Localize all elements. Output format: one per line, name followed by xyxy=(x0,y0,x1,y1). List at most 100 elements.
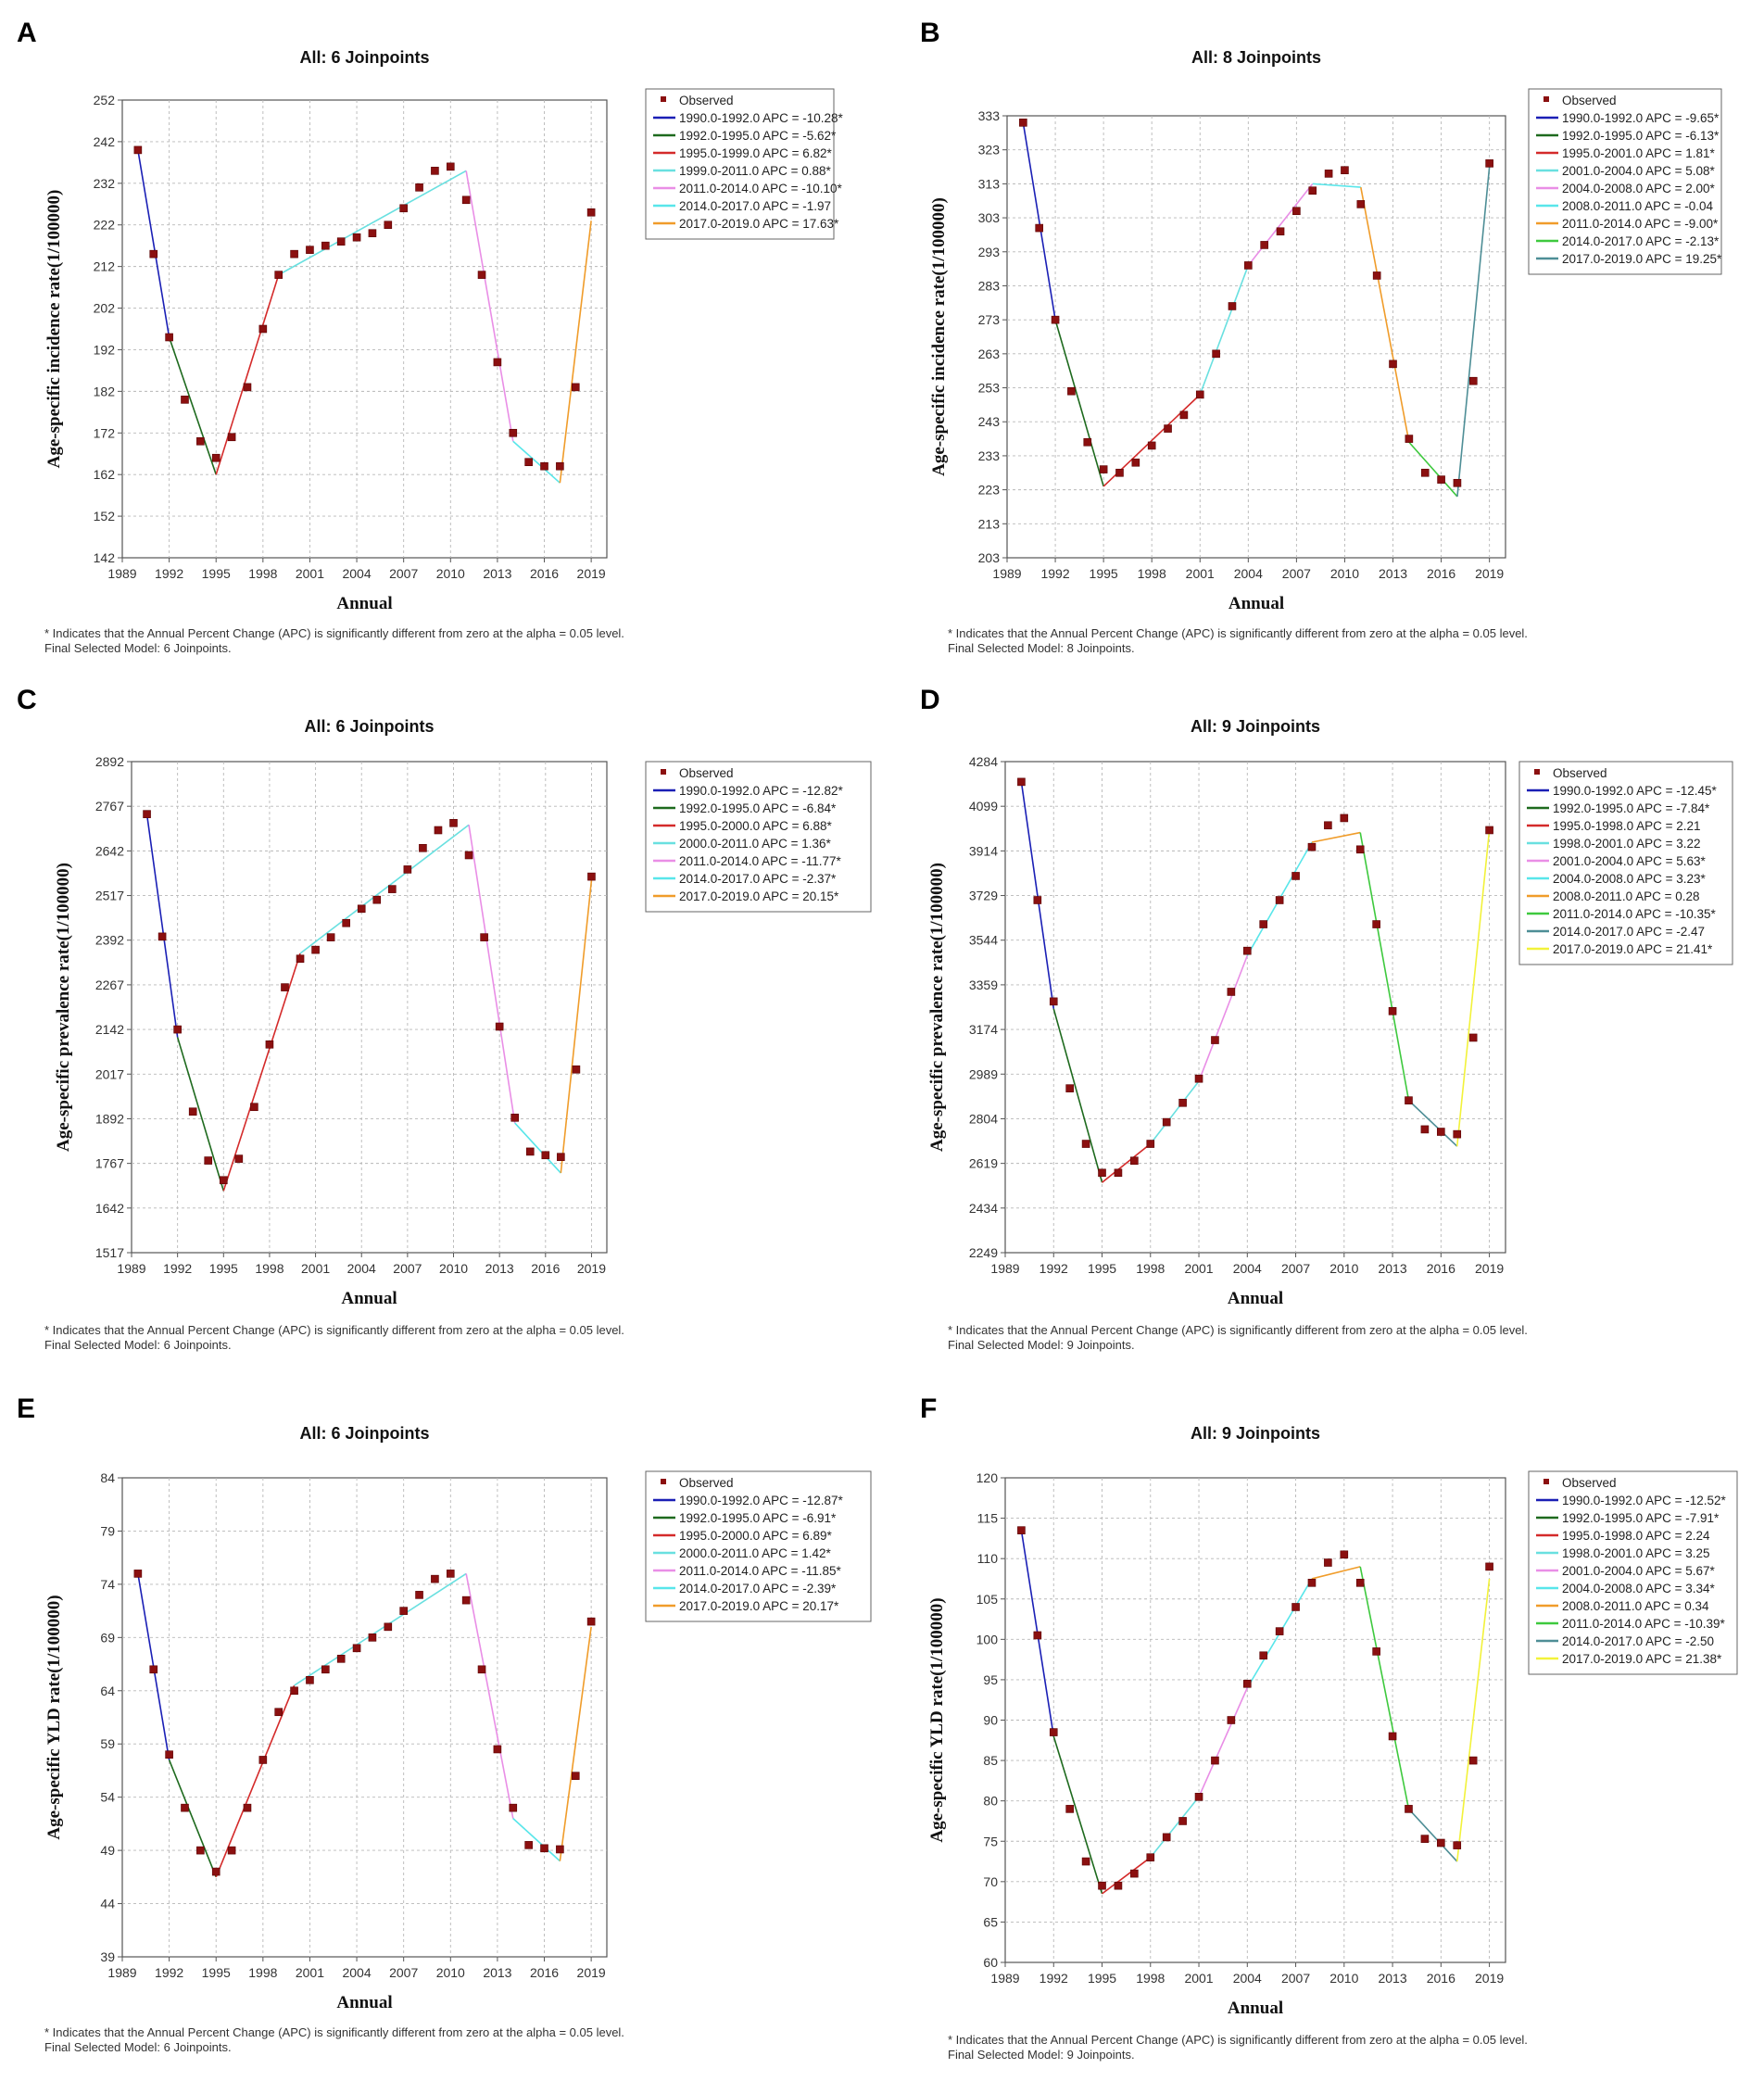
legend-entry: 2004.0-2008.0 APC = 3.23* xyxy=(1553,872,1707,886)
observed-point xyxy=(290,249,298,259)
observed-point xyxy=(571,1772,580,1780)
legend-entry: 2017.0-2019.0 APC = 20.15* xyxy=(679,889,839,903)
x-tick-label: 1995 xyxy=(1088,1971,1116,1986)
x-tick-label: 1995 xyxy=(202,566,231,581)
y-tick-label: 4284 xyxy=(969,754,998,769)
trend-segment xyxy=(512,440,561,484)
x-tick-label: 2016 xyxy=(530,566,559,581)
y-tick-label: 323 xyxy=(978,143,1001,158)
observed-point xyxy=(540,1844,548,1853)
trend-segment xyxy=(1455,1578,1491,1862)
y-tick-label: 1642 xyxy=(95,1201,124,1216)
observed-point xyxy=(1340,813,1349,823)
y-tick-label: 213 xyxy=(978,516,1001,531)
trend-segment xyxy=(176,1037,225,1192)
observed-point xyxy=(1098,1168,1106,1178)
observed-point xyxy=(173,1025,182,1034)
x-tick-label: 2016 xyxy=(531,1261,560,1276)
observed-point xyxy=(1437,475,1445,484)
legend-observed-label: Observed xyxy=(1553,766,1607,780)
observed-point xyxy=(419,843,427,852)
observed-point xyxy=(1081,1857,1090,1866)
observed-point xyxy=(258,324,268,334)
x-tick-label: 2016 xyxy=(1427,566,1455,581)
y-tick-label: 44 xyxy=(100,1897,115,1911)
trend-segment xyxy=(1150,1796,1200,1859)
observed-point xyxy=(1211,1756,1219,1765)
observed-point xyxy=(1485,159,1493,168)
observed-point xyxy=(326,933,335,941)
trend-segment xyxy=(1102,1142,1152,1183)
legend-observed-marker xyxy=(1544,1479,1549,1484)
observed-point xyxy=(1355,845,1365,854)
observed-point xyxy=(524,458,533,467)
observed-point xyxy=(1227,988,1236,996)
legend-entry: 2011.0-2014.0 APC = -9.00* xyxy=(1562,217,1719,231)
y-tick-label: 2142 xyxy=(95,1022,124,1037)
observed-point xyxy=(158,932,167,941)
legend-box xyxy=(645,1470,872,1622)
x-tick-label: 2010 xyxy=(436,566,465,581)
x-tick-label: 1989 xyxy=(992,566,1021,581)
panel-letter: C xyxy=(17,685,37,715)
trend-segment xyxy=(1407,1808,1458,1862)
x-tick-label: 2019 xyxy=(577,566,606,581)
x-tick-label: 2019 xyxy=(1475,1261,1504,1276)
trend-segment xyxy=(299,824,470,954)
trend-segment xyxy=(1198,955,1249,1082)
footnote-model: Final Selected Model: 8 Joinpoints. xyxy=(948,641,1135,655)
trend-segment xyxy=(215,274,280,475)
legend-entry: 1995.0-1999.0 APC = 6.82* xyxy=(679,146,833,160)
observed-point xyxy=(1242,946,1252,955)
observed-point xyxy=(1194,1074,1203,1083)
observed-point xyxy=(1065,1084,1074,1092)
x-tick-label: 2013 xyxy=(1379,566,1407,581)
observed-point xyxy=(1372,271,1381,280)
trend-segment xyxy=(1408,441,1458,498)
observed-point xyxy=(274,1708,284,1717)
y-tick-label: 70 xyxy=(983,1874,998,1889)
observed-point xyxy=(1355,1579,1365,1587)
x-axis-title: Annual xyxy=(1228,1289,1283,1308)
x-tick-label: 1989 xyxy=(990,1261,1019,1276)
observed-point xyxy=(342,918,350,927)
legend-observed-label: Observed xyxy=(1562,1476,1617,1490)
legend-entry: 1992.0-1995.0 APC = -7.91* xyxy=(1562,1511,1720,1525)
legend-box xyxy=(1518,761,1733,965)
chart-title: All: 6 Joinpoints xyxy=(299,48,429,67)
observed-point xyxy=(336,237,346,246)
y-tick-label: 2767 xyxy=(95,799,124,813)
x-tick-label: 2001 xyxy=(1184,1971,1213,1986)
legend-entry: 2011.0-2014.0 APC = -10.35* xyxy=(1553,907,1717,921)
y-tick-label: 162 xyxy=(94,467,116,482)
legend-entry: 1999.0-2011.0 APC = 0.88* xyxy=(679,164,831,178)
y-tick-label: 273 xyxy=(978,312,1001,327)
trend-segment xyxy=(1360,186,1410,443)
y-tick-label: 223 xyxy=(978,483,1001,498)
x-tick-label: 2010 xyxy=(439,1261,468,1276)
x-tick-label: 2007 xyxy=(393,1261,422,1276)
observed-point xyxy=(1324,1558,1332,1567)
trend-segment xyxy=(1198,1687,1249,1797)
observed-point xyxy=(586,208,596,217)
observed-point xyxy=(243,1803,252,1812)
observed-point xyxy=(431,1574,439,1583)
legend-box xyxy=(645,761,872,913)
observed-point xyxy=(1049,997,1058,1006)
observed-point xyxy=(1033,896,1042,904)
legend-entry: 2004.0-2008.0 APC = 3.34* xyxy=(1562,1582,1716,1595)
observed-point xyxy=(431,167,439,175)
legend-box xyxy=(1528,88,1722,275)
x-tick-label: 2004 xyxy=(342,1965,371,1980)
observed-point xyxy=(1437,1838,1445,1848)
observed-point xyxy=(219,1176,228,1185)
observed-point xyxy=(1485,1562,1493,1571)
observed-point xyxy=(368,1633,377,1642)
x-tick-label: 1989 xyxy=(990,1971,1019,1986)
observed-point xyxy=(1324,821,1332,830)
panel-b: B All: 8 Joinpoints 333 323 313 303 293 283 273 2… xyxy=(920,18,1722,655)
x-tick-label: 1992 xyxy=(1040,566,1069,581)
x-tick-label: 1995 xyxy=(209,1261,238,1276)
y-tick-label: 242 xyxy=(94,134,116,149)
legend-entry: 2000.0-2011.0 APC = 1.42* xyxy=(679,1546,831,1560)
